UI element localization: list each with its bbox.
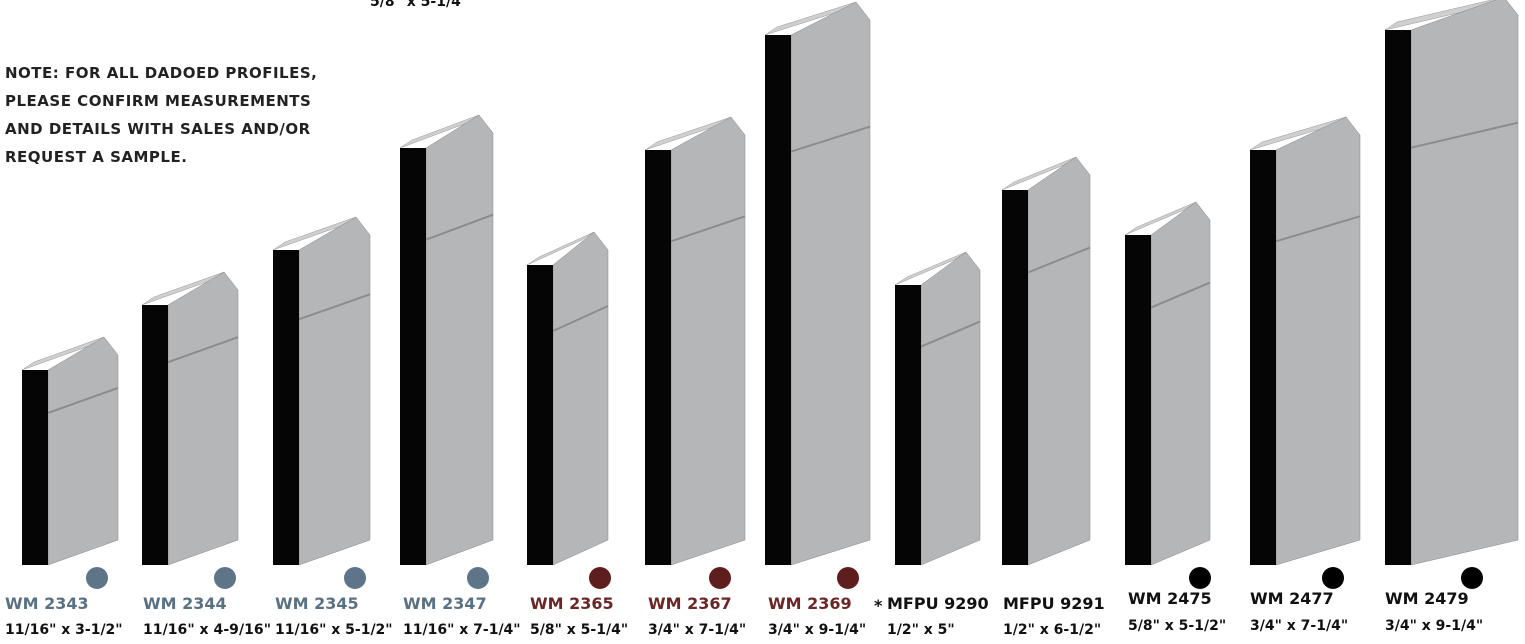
note: NOTE: FOR ALL DADOED PROFILES, PLEASE CON… bbox=[5, 64, 317, 166]
profile-face bbox=[1150, 201, 1211, 566]
profile-front bbox=[1250, 150, 1276, 565]
profile-front bbox=[765, 35, 791, 565]
profile-step bbox=[1410, 121, 1519, 149]
profile-face bbox=[1275, 116, 1361, 566]
item-size: 11/16" x 7-1/4" bbox=[403, 622, 521, 638]
item-size: 3/4" x 7-1/4" bbox=[1250, 618, 1348, 634]
profile bbox=[1249, 116, 1361, 566]
profile-front bbox=[1125, 235, 1151, 565]
item-name: WM 2367 bbox=[648, 594, 732, 613]
item-size: 11/16" x 3-1/2" bbox=[5, 622, 123, 638]
profile-step bbox=[1275, 215, 1361, 243]
profile-face bbox=[790, 1, 871, 566]
dot bbox=[467, 567, 489, 589]
profile-step bbox=[298, 293, 371, 321]
profile-face bbox=[47, 336, 119, 566]
item-name: MFPU 9291 bbox=[1003, 594, 1105, 613]
profile-step bbox=[552, 305, 609, 332]
item-name: WM 2345 bbox=[275, 594, 359, 613]
profile-step bbox=[1027, 246, 1091, 274]
profile bbox=[1001, 156, 1091, 566]
profile-face bbox=[167, 271, 239, 566]
profile-front bbox=[1002, 190, 1028, 565]
profile bbox=[1124, 201, 1211, 566]
dot bbox=[1322, 567, 1344, 589]
item-size: 11/16" x 5-1/2" bbox=[275, 622, 393, 638]
profile-face bbox=[552, 231, 609, 566]
item-name: MFPU 9290 bbox=[887, 594, 989, 613]
note-line: PLEASE CONFIRM MEASUREMENTS bbox=[5, 92, 311, 110]
profile-face bbox=[1410, 0, 1519, 566]
item-name: WM 2475 bbox=[1128, 589, 1212, 608]
profile-step bbox=[47, 386, 119, 414]
dot bbox=[214, 567, 236, 589]
profile-front bbox=[895, 285, 921, 565]
dot bbox=[589, 567, 611, 589]
item-name: WM 2477 bbox=[1250, 589, 1334, 608]
profile-face bbox=[920, 251, 981, 566]
profile-face bbox=[1027, 156, 1091, 566]
item-size: 1/2" x 6-1/2" bbox=[1003, 622, 1101, 638]
note-line: AND DETAILS WITH SALES AND/OR bbox=[5, 120, 311, 138]
item-size: 1/2" x 5" bbox=[887, 622, 955, 638]
profile-front bbox=[400, 148, 426, 565]
item-size: 3/4" x 9-1/4" bbox=[1385, 618, 1483, 634]
item-name: WM 2347 bbox=[403, 594, 487, 613]
profile-face bbox=[670, 116, 746, 566]
dot bbox=[86, 567, 108, 589]
profile-front bbox=[273, 250, 299, 565]
dot bbox=[837, 567, 859, 589]
profile-top bbox=[1384, 0, 1500, 31]
dot bbox=[344, 567, 366, 589]
item-name: WM 2369 bbox=[768, 594, 852, 613]
dot bbox=[1461, 567, 1483, 589]
item-size: 5/8" x 5-1/4" bbox=[530, 622, 628, 638]
dot bbox=[709, 567, 731, 589]
profile bbox=[399, 114, 494, 566]
dot bbox=[1189, 567, 1211, 589]
labels: WM 2343 11/16" x 3-1/2" WM 2344 11/16" x 4-… bbox=[5, 567, 1483, 638]
profile-step bbox=[167, 336, 239, 364]
profile-front bbox=[527, 265, 553, 565]
item-name: WM 2479 bbox=[1385, 589, 1469, 608]
profile-front bbox=[22, 370, 48, 565]
profile-front bbox=[142, 305, 168, 565]
cut-label: 5/8" x 5-1/4" bbox=[370, 0, 468, 10]
item-name: WM 2344 bbox=[143, 594, 227, 613]
item-name: WM 2343 bbox=[5, 594, 89, 613]
profile bbox=[644, 116, 746, 566]
item-size: 11/16" x 4-9/16" bbox=[143, 622, 271, 638]
item-size: 5/8" x 5-1/2" bbox=[1128, 618, 1226, 634]
profile bbox=[894, 251, 981, 566]
item-name: WM 2365 bbox=[530, 594, 614, 613]
profile-front bbox=[645, 150, 671, 565]
profile-step bbox=[670, 215, 746, 243]
profile bbox=[272, 216, 371, 566]
marker: * bbox=[874, 596, 883, 615]
profile-step bbox=[790, 125, 871, 153]
profiles bbox=[21, 0, 1519, 566]
profile-face bbox=[425, 114, 494, 566]
item-size: 3/4" x 9-1/4" bbox=[768, 622, 866, 638]
profile-front bbox=[1385, 30, 1411, 565]
profile bbox=[21, 336, 119, 566]
note-line: NOTE: FOR ALL DADOED PROFILES, bbox=[5, 64, 317, 82]
item-size: 3/4" x 7-1/4" bbox=[648, 622, 746, 638]
profile-step bbox=[920, 320, 981, 348]
profile bbox=[764, 1, 871, 566]
note-line: REQUEST A SAMPLE. bbox=[5, 148, 187, 166]
profile-step bbox=[1150, 281, 1211, 309]
profile bbox=[526, 231, 609, 566]
profile bbox=[1384, 0, 1519, 566]
profile bbox=[141, 271, 239, 566]
profile-step bbox=[425, 213, 494, 241]
profile-face bbox=[298, 216, 371, 566]
